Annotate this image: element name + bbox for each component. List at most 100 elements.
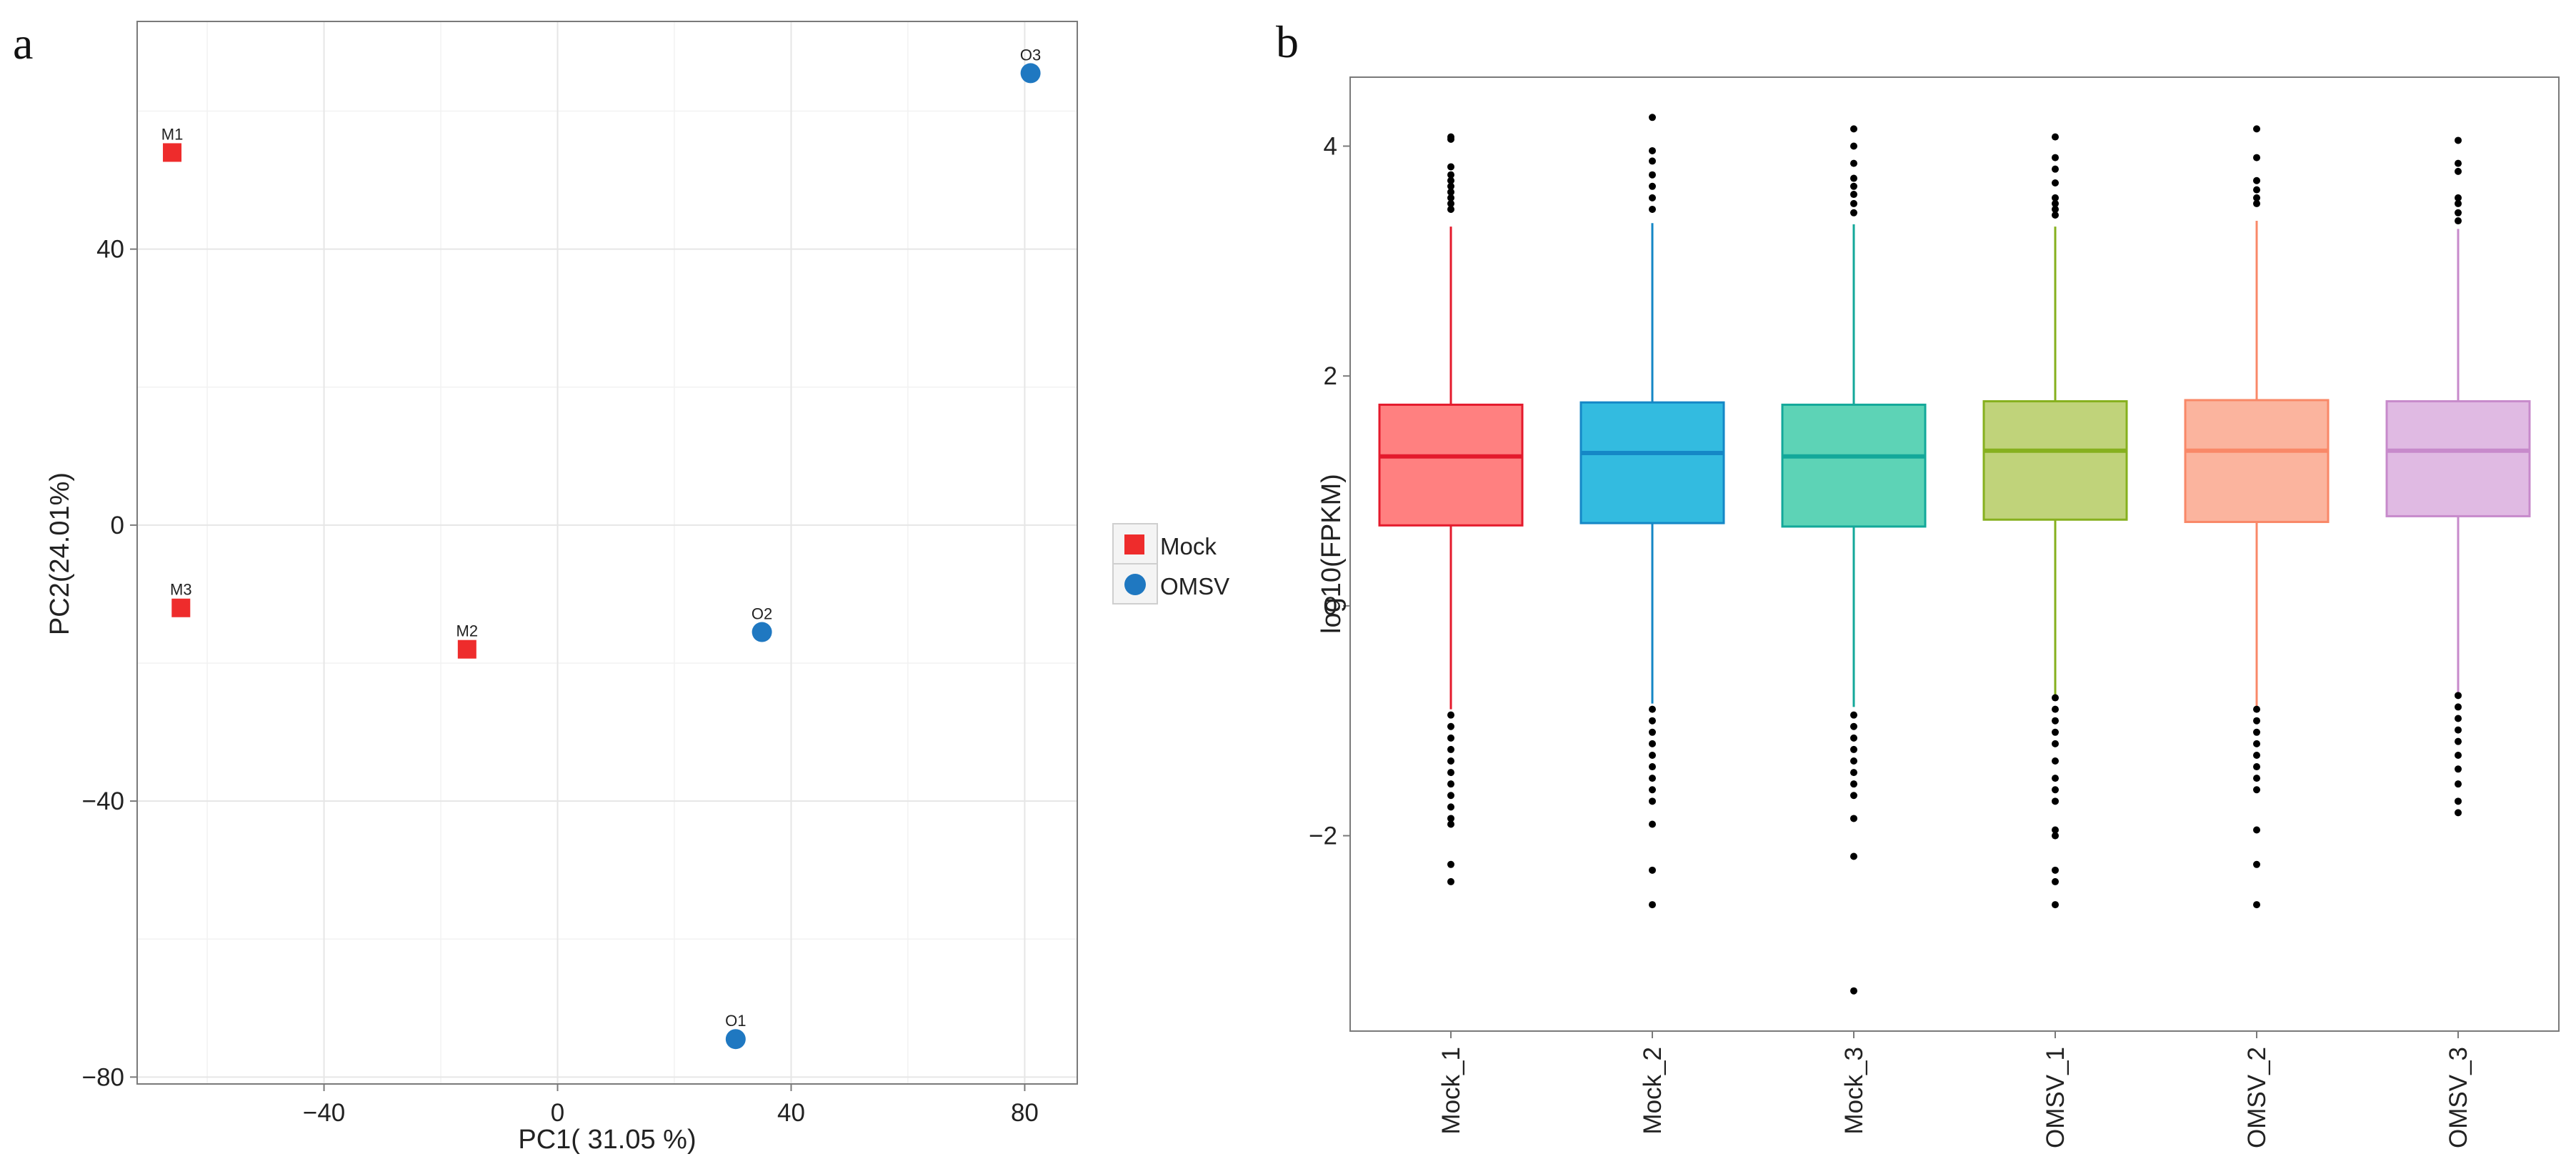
box-omsv-2 bbox=[2184, 125, 2330, 909]
pca-legend: Mock OMSV bbox=[1112, 523, 1229, 605]
outlier-point bbox=[1649, 205, 1656, 213]
outlier-point bbox=[1447, 820, 1454, 828]
outlier-point bbox=[1447, 205, 1454, 213]
outlier-point bbox=[2455, 703, 2462, 711]
point-m3 bbox=[171, 598, 191, 617]
outlier-point bbox=[2253, 176, 2260, 184]
y-tick-label: −40 bbox=[82, 787, 124, 815]
outlier-point bbox=[2052, 832, 2059, 840]
panel-letter-b: b bbox=[1276, 16, 1299, 67]
point-label-m3: M3 bbox=[170, 581, 192, 599]
outlier-point bbox=[1447, 199, 1454, 207]
outlier-point bbox=[2455, 751, 2462, 759]
boxplot-boxes bbox=[1378, 114, 2531, 995]
outlier-point bbox=[1447, 734, 1454, 742]
outlier-point bbox=[1447, 769, 1454, 777]
outlier-point bbox=[2253, 717, 2260, 725]
y-tick-label: 0 bbox=[1324, 592, 1337, 620]
outlier-point bbox=[2253, 154, 2260, 161]
x-tick-label: 80 bbox=[1011, 1099, 1039, 1127]
outlier-point bbox=[2253, 763, 2260, 771]
outlier-point bbox=[2052, 826, 2059, 834]
y-tick-label: −80 bbox=[82, 1063, 124, 1091]
outlier-point bbox=[2052, 133, 2059, 141]
outlier-point bbox=[2455, 797, 2462, 805]
outlier-point bbox=[2253, 860, 2260, 868]
iqr-box bbox=[1579, 401, 1725, 524]
point-o1 bbox=[725, 1029, 746, 1050]
point-label-m1: M1 bbox=[161, 125, 184, 143]
outlier-point bbox=[1649, 763, 1656, 771]
x-tick-label: Mock_2 bbox=[1639, 1047, 1667, 1135]
outlier-point bbox=[1447, 860, 1454, 868]
box-mock-3 bbox=[1781, 125, 1927, 995]
outlier-point bbox=[2253, 728, 2260, 736]
outlier-point bbox=[2253, 199, 2260, 207]
outlier-point bbox=[1447, 194, 1454, 202]
outlier-point bbox=[2052, 901, 2059, 909]
outlier-point bbox=[2455, 136, 2462, 144]
legend-omsv-circle bbox=[1124, 574, 1146, 595]
outlier-point bbox=[1850, 757, 1857, 765]
outlier-point bbox=[1649, 797, 1656, 805]
outlier-point bbox=[1850, 987, 1857, 995]
outlier-point bbox=[1850, 209, 1857, 217]
iqr-box bbox=[1781, 403, 1927, 528]
legend-mock-square bbox=[1124, 534, 1144, 554]
x-tick-label: Mock_3 bbox=[1840, 1047, 1868, 1135]
outlier-point bbox=[1649, 717, 1656, 725]
point-m1 bbox=[163, 143, 182, 162]
point-m2 bbox=[457, 640, 476, 659]
outlier-point bbox=[2455, 159, 2462, 167]
outlier-point bbox=[1447, 188, 1454, 196]
outlier-point bbox=[1850, 722, 1857, 730]
outlier-point bbox=[1447, 780, 1454, 788]
outlier-point bbox=[1850, 174, 1857, 182]
outlier-point bbox=[2052, 866, 2059, 874]
outlier-point bbox=[2052, 212, 2059, 219]
outlier-point bbox=[1850, 125, 1857, 133]
outlier-point bbox=[1850, 199, 1857, 207]
iqr-box bbox=[1982, 400, 2128, 521]
outlier-point bbox=[2052, 775, 2059, 782]
x-tick-label: −40 bbox=[303, 1099, 345, 1127]
outlier-point bbox=[2052, 694, 2059, 702]
pca-x-axis-label: PC1( 31.05 %) bbox=[518, 1125, 696, 1155]
pca-axis-ticks: −40 0 40 80 −80 −40 0 40 bbox=[82, 236, 1039, 1127]
outlier-point bbox=[2052, 194, 2059, 202]
pca-plot-border bbox=[136, 21, 1078, 1085]
outlier-point bbox=[2455, 726, 2462, 734]
outlier-point bbox=[2455, 715, 2462, 722]
pca-plot-area bbox=[137, 21, 1077, 1084]
outlier-point bbox=[1447, 757, 1454, 765]
outlier-point bbox=[1447, 745, 1454, 753]
boxplot-panel: −2 0 2 4 Mock_1 Mock_2 Mock_3 OMSV_1 OMSV_2 OMSV_… bbox=[1309, 76, 2560, 1148]
outlier-point bbox=[2052, 705, 2059, 713]
outlier-point bbox=[2253, 826, 2260, 834]
box-mock-1 bbox=[1378, 133, 1524, 885]
outlier-point bbox=[2455, 217, 2462, 225]
outlier-point bbox=[1447, 722, 1454, 730]
outlier-point bbox=[1447, 182, 1454, 190]
x-tick-label: OMSV_1 bbox=[2042, 1047, 2070, 1148]
outlier-point bbox=[1850, 182, 1857, 190]
outlier-point bbox=[2455, 737, 2462, 745]
point-o3 bbox=[1020, 63, 1041, 84]
outlier-point bbox=[1850, 142, 1857, 150]
outlier-point bbox=[2455, 194, 2462, 202]
outlier-point bbox=[2253, 775, 2260, 782]
outlier-point bbox=[2052, 786, 2059, 794]
iqr-box bbox=[1378, 403, 1524, 527]
outlier-point bbox=[2052, 740, 2059, 747]
x-tick-label: Mock_1 bbox=[1437, 1047, 1465, 1135]
outlier-point bbox=[1850, 159, 1857, 167]
outlier-point bbox=[1850, 745, 1857, 753]
outlier-point bbox=[1447, 877, 1454, 885]
outlier-point bbox=[2052, 717, 2059, 725]
outlier-point bbox=[2253, 901, 2260, 909]
outlier-point bbox=[1850, 711, 1857, 719]
y-tick-label: −2 bbox=[1309, 822, 1337, 850]
outlier-point bbox=[2052, 154, 2059, 161]
iqr-box bbox=[2385, 400, 2531, 517]
